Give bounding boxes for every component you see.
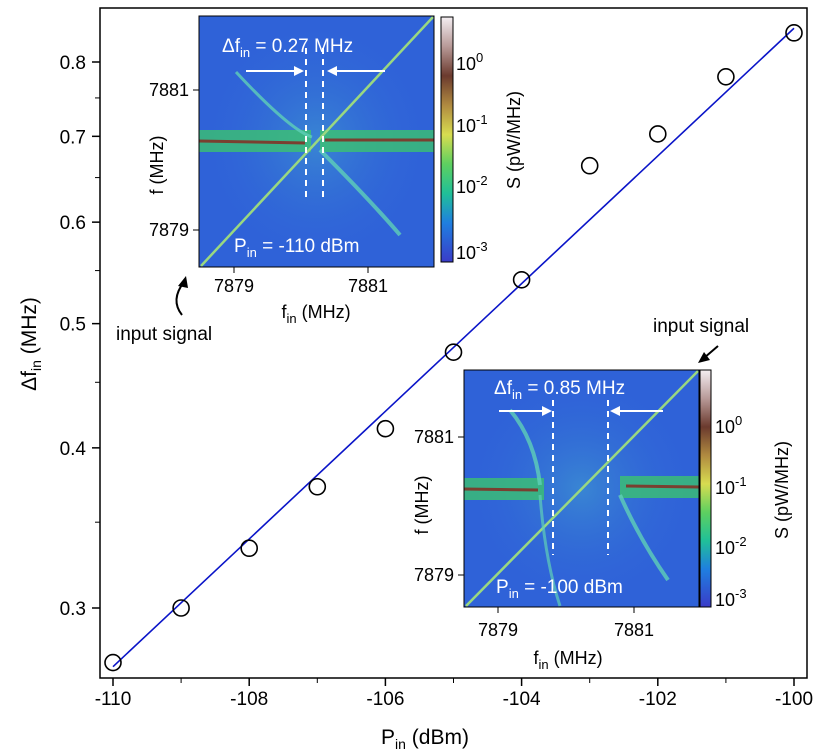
y-tick-label: 0.4 — [60, 439, 87, 460]
inset1-ytick: 7881 — [149, 80, 189, 100]
x-tick-label: -106 — [366, 689, 404, 710]
inset1-gap-label: Δfin = 0.27 MHz — [222, 36, 353, 60]
inset2-power-label: Pin = -100 dBm — [496, 577, 623, 601]
inset1-cbtick: 100 — [456, 50, 483, 74]
inset1-cbtick: 10-2 — [456, 173, 488, 197]
y-tick-label: 0.3 — [60, 599, 86, 620]
y-axis-ticks: 0.3 0.4 0.5 0.6 0.7 0.8 — [60, 53, 100, 620]
inset2-cbtick: 10-1 — [715, 474, 747, 498]
data-point — [376, 419, 395, 438]
fit-line-segment — [112, 27, 795, 668]
inset1-xtick: 7881 — [348, 276, 388, 296]
inset1-cbtick: 10-1 — [456, 112, 488, 136]
data-point — [717, 68, 735, 86]
inset2-cblabel: S (pW/MHz) — [772, 441, 792, 539]
data-point — [444, 343, 463, 361]
data-point — [240, 539, 258, 558]
x-tick-label: -104 — [503, 689, 541, 710]
inset1-xlabel: fin (MHz) — [281, 302, 350, 326]
inset1-colorbar — [440, 16, 454, 263]
data-point — [785, 24, 803, 42]
fit-line — [112, 27, 795, 668]
y-tick-label: 0.8 — [60, 53, 86, 74]
y-tick-label: 0.7 — [60, 127, 86, 148]
data-point — [512, 270, 531, 289]
inset2-xtick: 7881 — [614, 620, 654, 640]
inset2-cbtick: 100 — [715, 413, 742, 437]
x-axis-ticks: -110 -108 -106 -104 -102 -100 — [95, 678, 813, 710]
inset1-xtick: 7879 — [214, 276, 254, 296]
x-tick-label: -100 — [775, 689, 813, 710]
inset2-gap-label: Δfin = 0.85 MHz — [494, 378, 625, 402]
inset2-cbtick: 10-3 — [715, 586, 747, 610]
inset2-xtick: 7879 — [478, 620, 518, 640]
data-point — [308, 477, 327, 496]
x-tick-label: -102 — [639, 689, 677, 710]
inset1-cbtick: 10-3 — [456, 239, 488, 263]
y-tick-label: 0.5 — [60, 315, 86, 336]
inset2-ytick: 7879 — [414, 565, 454, 585]
inset2-ylabel: f (MHz) — [412, 476, 432, 535]
inset-high-power: Δfin = 0.85 MHz Pin = -100 dBm 7881 7879… — [412, 316, 792, 672]
inset2-colorbar — [699, 369, 712, 608]
inset1-power-label: Pin = -110 dBm — [234, 236, 359, 260]
y-tick-label: 0.6 — [60, 213, 86, 234]
x-axis-label: Pin (dBm) — [381, 726, 469, 752]
inset1-cblabel: S (pW/MHz) — [504, 91, 524, 189]
inset2-arrow-label: input signal — [653, 316, 749, 337]
inset1-ylabel: f (MHz) — [147, 136, 167, 195]
data-markers — [104, 24, 803, 672]
data-point — [648, 125, 667, 143]
x-tick-label: -108 — [230, 689, 268, 710]
inset-low-power: Δfin = 0.27 MHz Pin = -110 dBm 7881 7879… — [116, 15, 524, 345]
data-point — [104, 653, 122, 672]
inset2-xlabel: fin (MHz) — [533, 648, 602, 672]
inset1-ytick: 7879 — [149, 220, 189, 240]
data-point — [172, 599, 190, 617]
inset1-arrow-label: input signal — [116, 324, 212, 345]
data-point — [580, 156, 599, 175]
y-axis-label: Δfin (MHz) — [18, 297, 44, 391]
inset2-ytick: 7881 — [414, 427, 454, 447]
x-tick-label: -110 — [95, 689, 132, 710]
inset2-cbtick: 10-2 — [715, 534, 747, 558]
